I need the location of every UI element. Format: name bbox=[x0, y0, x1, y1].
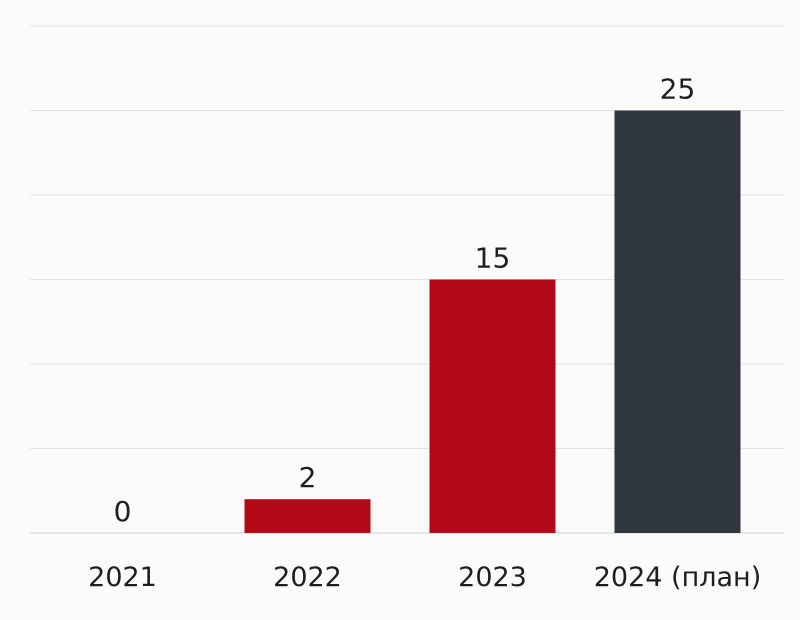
x-tick-label: 2022 bbox=[273, 562, 342, 593]
bar-2024-план bbox=[614, 110, 741, 533]
x-axis-tick-labels: 2021 2022 2023 2024 (план) bbox=[88, 562, 761, 593]
bar-2023 bbox=[429, 279, 556, 533]
data-label-2: 2 bbox=[299, 461, 317, 494]
data-labels-layer: 0 2 15 25 bbox=[114, 73, 696, 529]
x-tick-label: 2021 bbox=[88, 562, 157, 593]
x-tick-label: 2023 bbox=[458, 562, 527, 593]
data-label-15: 15 bbox=[475, 242, 511, 275]
x-tick-label: 2024 (план) bbox=[594, 562, 761, 593]
bar-2022 bbox=[244, 499, 371, 533]
data-label-25: 25 bbox=[660, 73, 696, 106]
data-label-0: 0 bbox=[114, 495, 132, 528]
bars-layer bbox=[244, 110, 741, 533]
